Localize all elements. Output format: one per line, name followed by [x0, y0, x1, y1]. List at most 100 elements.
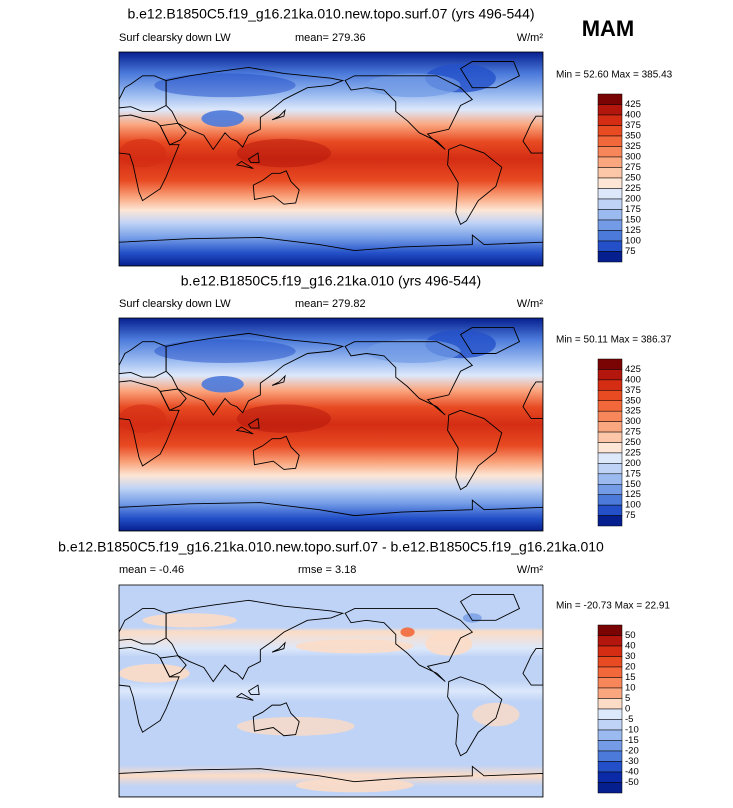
colorbar-box: [597, 484, 623, 495]
field-anomaly: [119, 663, 190, 683]
map: [119, 318, 543, 531]
colorbar-box: [597, 761, 623, 773]
colorbar-label: 300: [625, 152, 641, 163]
colorbar-box: [597, 230, 623, 242]
map: [119, 52, 543, 266]
colorbar-box: [597, 400, 623, 412]
colorbar-box: [597, 729, 623, 741]
field-anomaly: [366, 339, 461, 363]
colorbar-box: [597, 146, 623, 158]
colorbar-box: [597, 771, 623, 783]
coastline: [461, 327, 520, 353]
colorbar-box: [597, 750, 623, 762]
coastline: [160, 123, 186, 144]
coastline: [237, 161, 253, 168]
coastline: [461, 594, 520, 620]
coastline: [166, 600, 343, 681]
colorbar-box: [597, 219, 623, 231]
field-anomaly: [295, 639, 414, 654]
field-anomaly: [154, 339, 296, 363]
colorbar-box: [597, 167, 623, 179]
coastline: [160, 656, 186, 677]
colorbar-label: 150: [625, 479, 641, 490]
field-anomaly: [295, 778, 414, 793]
colorbar-box: [597, 504, 623, 516]
colorbar-box: [597, 135, 623, 147]
map-frame: [118, 584, 544, 798]
colorbar-box: [597, 240, 623, 252]
colorbar-box: [597, 473, 623, 485]
coastline: [119, 381, 179, 466]
colorbar-label: 0: [625, 704, 630, 715]
panel-title: b.e12.B1850C5.f19_g16.21ka.010.new.topo.…: [58, 539, 604, 555]
coastline: [523, 116, 543, 153]
coastline: [119, 500, 543, 531]
colorbar-box: [597, 687, 623, 699]
colorbar-label: 100: [625, 500, 641, 511]
colorbar-label: 50: [625, 630, 636, 641]
colorbar-box: [597, 379, 623, 391]
coastline: [166, 67, 343, 149]
colorbar-box: [597, 93, 623, 105]
coastline: [272, 376, 285, 385]
colorbar-box: [597, 719, 623, 731]
coastline: [119, 342, 166, 378]
colorbar-label: 75: [625, 510, 636, 521]
map-frame: [118, 317, 544, 532]
colorbar-label: 125: [625, 225, 641, 236]
field-anomaly: [366, 73, 461, 98]
min-max: Min = 52.60 Max = 385.43: [556, 70, 673, 81]
colorbar-label: 325: [625, 141, 641, 152]
coastline: [119, 76, 166, 112]
colorbar-box: [597, 369, 623, 381]
coastline: [345, 609, 472, 682]
field-anomaly: [472, 702, 520, 727]
panel-title: b.e12.B1850C5.f19_g16.21ka.010.new.topo.…: [127, 6, 534, 22]
colorbar-box: [597, 156, 623, 168]
field-anomaly: [119, 138, 167, 168]
colorbar-box: [597, 358, 623, 370]
coastline: [249, 419, 260, 428]
panel-stat: rmse = 3.18: [298, 564, 356, 576]
colorbar-label: 175: [625, 204, 641, 215]
colorbar-box: [597, 431, 623, 443]
coastline: [119, 647, 179, 732]
colorbar-label: 250: [625, 173, 641, 184]
coastline: [160, 389, 186, 410]
min-max: Min = 50.11 Max = 386.37: [556, 335, 672, 346]
colorbar-box: [597, 114, 623, 126]
colorbar-box: [597, 251, 623, 263]
season-label: MAM: [582, 16, 635, 41]
coastline: [448, 145, 502, 225]
colorbar-label: 225: [625, 183, 641, 194]
coastline: [461, 62, 520, 88]
field-anomaly: [154, 73, 296, 98]
colorbar-box: [597, 463, 623, 475]
panel-stat: mean= 279.36: [295, 32, 366, 44]
colorbar-label: 325: [625, 406, 641, 417]
coastline: [237, 693, 253, 700]
colorbar-label: 300: [625, 416, 641, 427]
colorbar-box: [597, 209, 623, 221]
colorbar-label: 200: [625, 458, 641, 469]
colorbar-box: [597, 656, 623, 668]
colorbar-box: [597, 410, 623, 422]
field-anomaly: [236, 404, 331, 433]
colorbar-label: 40: [625, 641, 636, 652]
colorbar-box: [597, 666, 623, 678]
coastline: [448, 410, 502, 489]
colorbar-box: [597, 198, 623, 210]
coastline: [345, 76, 472, 150]
panel: b.e12.B1850C5.f19_g16.21ka.010.new.topo.…: [58, 539, 670, 798]
panel-subtitle: Surf clearsky down LW: [119, 298, 231, 310]
coastline: [119, 235, 543, 266]
colorbar-label: 200: [625, 194, 641, 205]
colorbar-box: [597, 104, 623, 116]
coastline: [249, 153, 260, 163]
colorbar-box: [597, 177, 623, 189]
colorbar-box: [597, 677, 623, 689]
colorbar-label: 125: [625, 489, 641, 500]
colorbar-box: [597, 782, 623, 794]
coastline: [119, 609, 166, 644]
colorbar-label: 275: [625, 162, 641, 173]
